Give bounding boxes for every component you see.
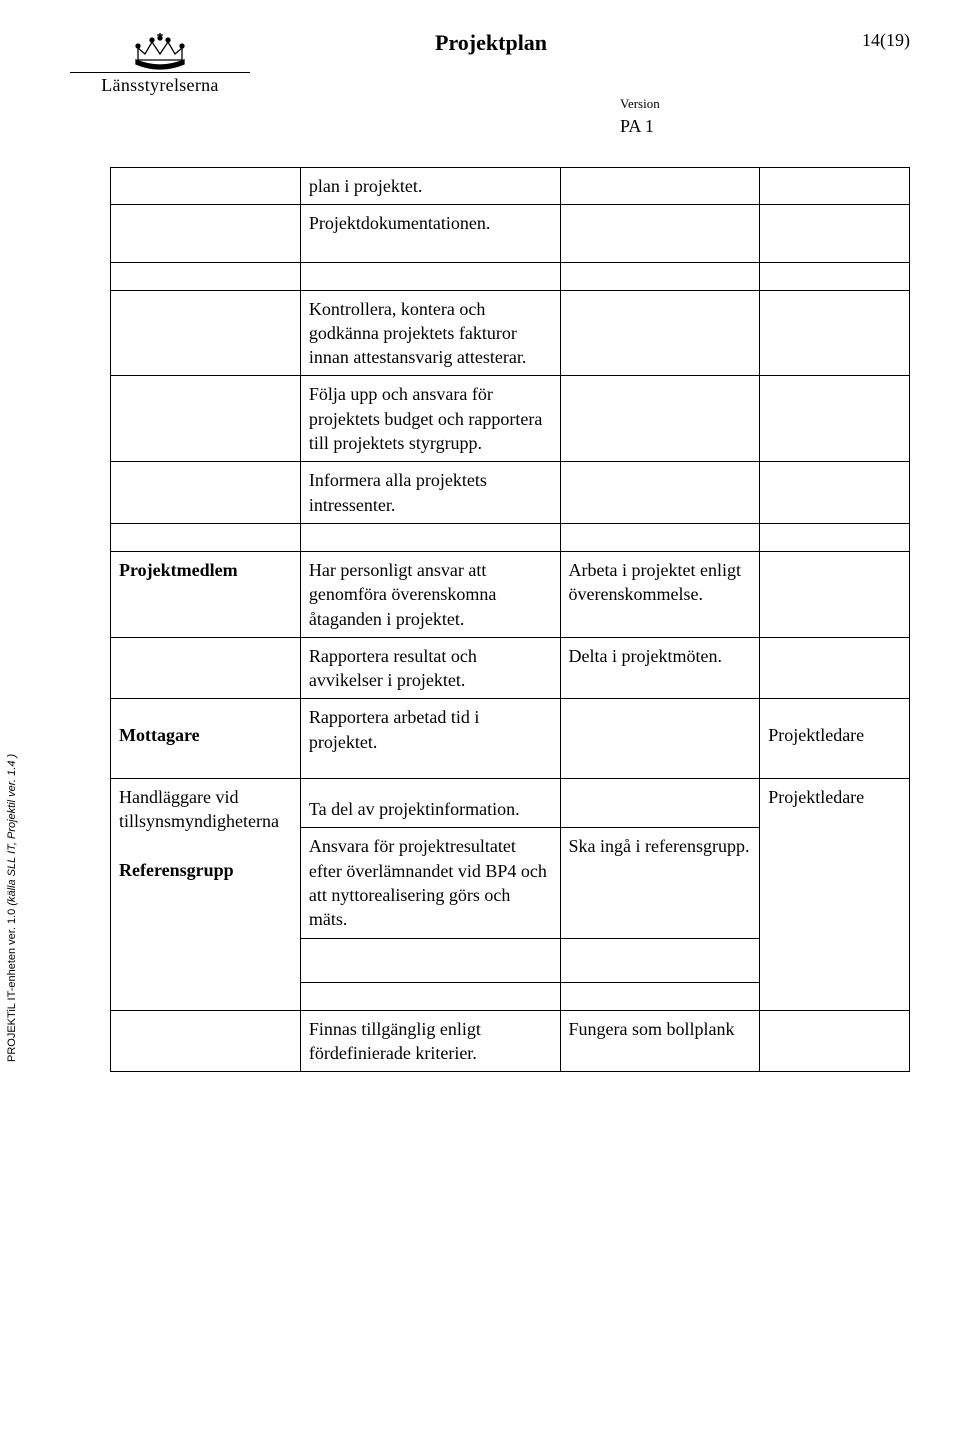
side-footer: PROJEKTiL IT-enheten ver. 1.0 (källa SLL… [6,754,18,1062]
header-center: Projektplan [250,30,820,56]
table-row: Projektmedlem Har personligt ansvar att … [111,551,910,637]
table-cell: Projektledare [760,699,910,779]
table-row: plan i projektet. [111,168,910,205]
table-cell: Finnas tillgänglig enligt fördefinierade… [300,1010,560,1072]
table-cell: Rapportera arbetad tid i projektet. [300,699,560,779]
table-row: Finnas tillgänglig enligt fördefinierade… [111,1010,910,1072]
side-prefix: PROJEKTiL IT-enheten ver. 1.0 [6,906,18,1062]
version-value: PA 1 [620,116,910,137]
side-italic: (källa SLL IT, Projektil ver. 1.4 ) [6,754,18,906]
cell-line: Handläggare vid tillsynsmyndigheterna [119,787,279,831]
table-row: Informera alla projektets intressenter. [111,462,910,524]
table-cell: Kontrollera, kontera och godkänna projek… [300,290,560,376]
page-header: Länsstyrelserna Projektplan 14(19) [70,30,910,96]
table-cell: Ska ingå i referensgrupp. [560,828,760,938]
org-name: Länsstyrelserna [70,72,250,96]
table-cell: Ansvara för projektresultatet efter över… [300,828,560,938]
table-cell: Rapportera resultat och avvikelser i pro… [300,637,560,699]
table-cell: Handläggare vid tillsynsmyndigheterna Re… [111,779,301,982]
table-row: Rapportera resultat och avvikelser i pro… [111,637,910,699]
crown-icon [130,30,190,70]
table-cell: Projektdokumentationen. [300,205,560,262]
table-cell: Informera alla projektets intressenter. [300,462,560,524]
table-row: Handläggare vid tillsynsmyndigheterna Re… [111,779,910,828]
table-cell: Ta del av projektinformation. [300,779,560,828]
table-cell: Projektmedlem [111,551,301,637]
table-cell: Följa upp och ansvara för projektets bud… [300,376,560,462]
table-row: Kontrollera, kontera och godkänna projek… [111,290,910,376]
table-cell: Har personligt ansvar att genomföra över… [300,551,560,637]
version-block: Version PA 1 [620,96,910,137]
table-cell: plan i projektet. [300,168,560,205]
table-row [111,523,910,551]
content-table: plan i projektet. Projektdokumentationen… [110,167,910,1072]
table-cell: Projektledare [760,779,910,982]
page-container: Länsstyrelserna Projektplan 14(19) Versi… [0,0,960,1102]
table-row [111,262,910,290]
table-row: Projektdokumentationen. [111,205,910,262]
table-row: Mottagare Rapportera arbetad tid i proje… [111,699,910,779]
page-indicator: 14(19) [820,30,910,51]
table-row [111,982,910,1010]
table-cell: Arbeta i projektet enligt överenskommels… [560,551,760,637]
table-cell: Fungera som bollplank [560,1010,760,1072]
logo-block: Länsstyrelserna [70,30,250,96]
doc-title: Projektplan [435,30,547,55]
table-cell: Mottagare [111,699,301,779]
version-label: Version [620,96,910,112]
cell-line: Referensgrupp [119,860,234,880]
table-row: Följa upp och ansvara för projektets bud… [111,376,910,462]
table-cell: Delta i projektmöten. [560,637,760,699]
